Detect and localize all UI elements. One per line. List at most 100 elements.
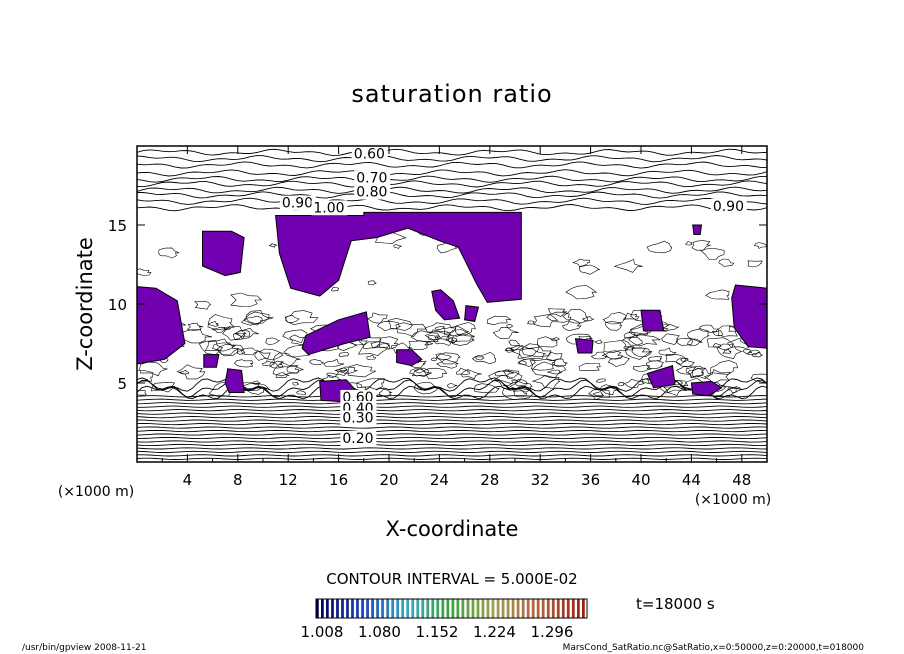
y-unit-label: (×1000 m) — [58, 484, 134, 500]
turbulent-contour — [529, 358, 556, 371]
turbulent-contour — [622, 312, 640, 320]
turbulent-contour — [410, 330, 441, 342]
turbulent-contour — [456, 367, 470, 376]
turbulent-contour — [411, 368, 432, 378]
colorbar-stripe — [316, 599, 319, 618]
turbulent-contour — [562, 309, 589, 324]
turbulent-contour — [601, 350, 623, 360]
turbulent-contour — [212, 342, 240, 356]
contour-label-bg — [279, 195, 316, 211]
turbulent-contour — [204, 338, 237, 352]
turbulent-contour — [265, 337, 281, 345]
turbulent-contour — [282, 329, 308, 344]
colorbar-stripe — [471, 599, 475, 618]
y-tick-label: 15 — [108, 217, 127, 235]
lower-contour-line — [137, 419, 767, 422]
colorbar-stripe — [406, 599, 410, 618]
colorbar-tick-label: 1.224 — [473, 623, 516, 641]
colorbar-stripe — [451, 599, 455, 618]
turbulent-contour — [546, 311, 572, 323]
colorbar-stripe — [566, 599, 570, 618]
contour-label: 0.30 — [342, 411, 373, 427]
turbulent-contour — [622, 336, 643, 346]
turbulent-contour — [675, 357, 695, 368]
turbulent-contour — [446, 383, 458, 389]
contour-label: 0.90 — [713, 199, 744, 215]
turbulent-contour — [754, 242, 767, 249]
colorbar-gradient — [316, 599, 585, 618]
x-unit-label: (×1000 m) — [695, 492, 771, 508]
lower-contour-line — [137, 426, 767, 429]
x-tick-label: 20 — [379, 471, 398, 489]
turbulent-contour — [687, 338, 703, 347]
x-axis-label: X-coordinate — [386, 517, 519, 541]
turbulent-contour — [356, 378, 385, 390]
turbulent-contour — [718, 258, 735, 267]
y-tick-label: 5 — [117, 375, 127, 393]
supersaturated-region-upper-center — [275, 211, 522, 303]
lower-contour-line — [137, 457, 767, 460]
upper-contour-line — [137, 180, 767, 188]
turbulent-contour-lines — [137, 222, 767, 400]
colorbar-stripe — [531, 599, 535, 618]
turbulent-contour — [502, 369, 520, 379]
turbulent-contour — [376, 320, 402, 332]
contour-labels: 0.600.700.800.90 1.00 0.900.600.400.300.20 — [279, 146, 747, 447]
lower-contour-line — [137, 422, 767, 426]
turbulent-contour — [632, 365, 652, 372]
turbulent-contour — [550, 337, 560, 342]
supersaturated-region-mid-26 — [464, 305, 480, 322]
supersaturated-regions — [137, 211, 767, 403]
turbulent-contour — [628, 333, 661, 347]
x-tick-label: 8 — [233, 471, 243, 489]
colorbar-stripe — [336, 599, 339, 618]
colorbar-stripe — [582, 599, 585, 618]
turbulent-contour — [336, 370, 348, 376]
turbulent-contour — [705, 289, 730, 300]
colorbar-stripe — [361, 599, 364, 618]
x-tick-label: 16 — [329, 471, 348, 489]
lower-contour-line — [137, 412, 767, 415]
contour-label-bg — [351, 146, 388, 162]
turbulent-contour — [592, 391, 605, 397]
colorbar-stripe — [571, 599, 575, 618]
upper-contour-line — [137, 191, 767, 199]
turbulent-contour — [565, 285, 598, 300]
turbulent-contour — [665, 354, 687, 365]
colorbar-stripe — [466, 599, 470, 618]
colorbar-stripe — [556, 599, 560, 618]
turbulent-contour — [547, 308, 568, 317]
colorbar-stripe — [421, 599, 425, 618]
colorbar-stripe — [506, 599, 510, 618]
turbulent-contour — [269, 360, 284, 369]
x-axis-ticks: 4 8 12 16 20 24 28 32 36 40 44 48 — [161, 146, 751, 489]
turbulent-contour — [506, 324, 513, 329]
turbulent-contour — [623, 346, 636, 351]
turbulent-contour — [413, 382, 440, 395]
turbulent-contour — [234, 359, 254, 368]
upper-contour-line — [137, 169, 767, 177]
turbulent-contour — [471, 351, 497, 365]
turbulent-contour — [430, 357, 437, 361]
turbulent-contour — [207, 321, 219, 327]
turbulent-contour — [261, 360, 275, 367]
turbulent-contour — [508, 339, 520, 346]
turbulent-contour — [223, 326, 232, 331]
colorbar-stripe — [391, 599, 395, 618]
colorbar-stripe — [476, 599, 480, 618]
lower-contour-line — [137, 416, 767, 419]
turbulent-contour — [357, 341, 391, 356]
contour-label-bg — [354, 184, 391, 200]
turbulent-contour — [603, 340, 629, 354]
footer-left-text: /usr/bin/gpview 2008-11-21 — [22, 643, 146, 653]
upper-contour-line — [137, 155, 767, 163]
turbulent-contour — [445, 329, 475, 343]
turbulent-contour — [232, 333, 246, 341]
turbulent-contour — [717, 325, 738, 337]
colorbar-stripe — [496, 599, 500, 618]
turbulent-contour — [685, 241, 693, 246]
turbulent-contour — [435, 352, 461, 365]
x-tick-label: 12 — [279, 471, 298, 489]
turbulent-contour — [546, 369, 563, 375]
upper-contour-line — [137, 186, 767, 194]
